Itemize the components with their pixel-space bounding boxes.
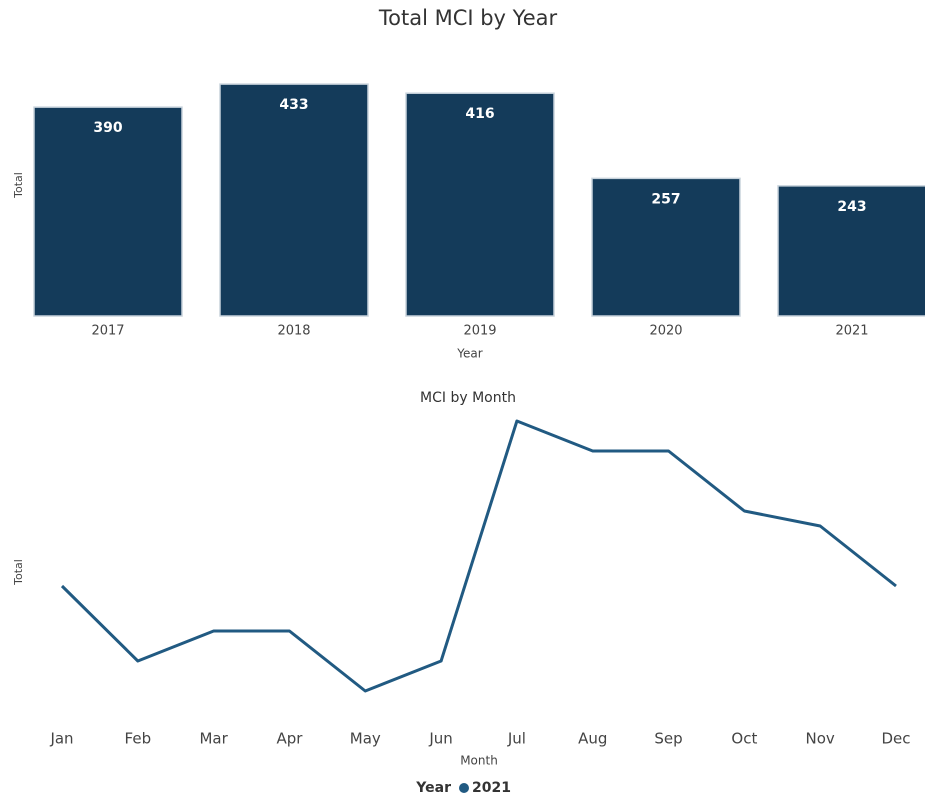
x-axis-title: Month — [460, 754, 498, 768]
chart-title: MCI by Month — [420, 390, 516, 406]
x-tick-label: 2021 — [835, 324, 868, 339]
bar — [591, 177, 741, 317]
legend-marker — [459, 783, 469, 793]
data-label: 416 — [465, 106, 494, 122]
bar — [219, 83, 369, 317]
x-tick-label: Mar — [199, 730, 228, 748]
x-tick-label: 2020 — [649, 324, 682, 339]
x-tick-label: Sep — [654, 730, 682, 748]
x-tick-label: Dec — [881, 730, 910, 748]
chart-title: Total MCI by Year — [378, 6, 558, 30]
data-label: 243 — [837, 199, 866, 215]
bar — [405, 92, 555, 317]
data-label: 433 — [279, 97, 308, 113]
x-tick-label: Jan — [49, 730, 73, 748]
legend-label: 2021 — [472, 780, 511, 796]
data-label: 390 — [93, 120, 122, 136]
x-tick-label: 2019 — [463, 324, 496, 339]
x-tick-label: Nov — [806, 730, 835, 748]
legend-title: Year — [415, 780, 451, 796]
x-tick-label: 2018 — [277, 324, 310, 339]
line — [60, 419, 897, 693]
bar — [777, 185, 925, 317]
data-label: 257 — [651, 191, 680, 207]
x-axis-title: Year — [456, 347, 482, 361]
x-tick-label: Apr — [276, 730, 303, 748]
bar — [33, 106, 183, 317]
x-tick-label: Aug — [578, 730, 607, 748]
x-tick-label: Feb — [125, 730, 152, 748]
x-tick-label: Oct — [731, 730, 757, 748]
x-tick-label: May — [350, 730, 381, 748]
y-axis-title: Total — [12, 172, 25, 199]
x-tick-label: 2017 — [91, 324, 124, 339]
x-tick-label: Jul — [507, 730, 526, 748]
x-tick-label: Jun — [428, 730, 452, 748]
y-axis-title: Total — [12, 559, 25, 586]
